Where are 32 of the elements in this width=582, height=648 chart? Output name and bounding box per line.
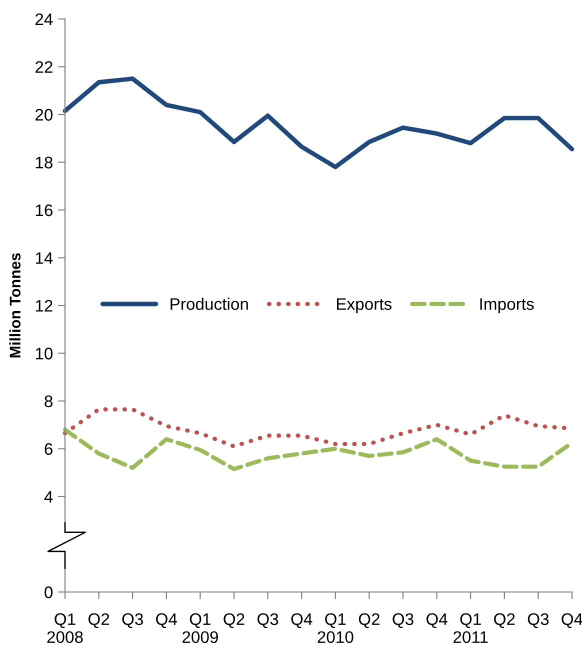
x-tick-label: Q1 2010 — [318, 613, 354, 644]
y-tick-label: 18 — [36, 156, 52, 168]
y-tick-label: 24 — [35, 13, 53, 26]
y-tick-label: 22 — [35, 61, 52, 73]
x-tick-label: Q3 — [122, 613, 143, 628]
x-tick-label: Q2 — [88, 613, 110, 628]
legend-label: Imports — [480, 298, 534, 314]
y-tick-label: 12 — [36, 300, 52, 312]
x-tick-label: Q1 2009 — [182, 613, 218, 644]
x-tick-label: Q3 — [528, 613, 549, 628]
x-tick-label: Q2 — [224, 613, 244, 628]
x-tick-label: Q1 2011 — [454, 613, 488, 644]
x-tick-label: Q4 — [426, 613, 448, 628]
y-tick-label: 14 — [36, 252, 53, 264]
y-tick-label: 10 — [36, 348, 53, 360]
y-tick-label: 16 — [36, 204, 52, 216]
legend-label: Production — [170, 298, 248, 310]
x-tick-label: Q4 — [291, 613, 312, 628]
x-tick-label: Q1 2008 — [47, 613, 83, 644]
x-tick-label: Q2 — [494, 613, 515, 628]
y-tick-label: 8 — [44, 395, 52, 408]
y-tick-label: 4 — [44, 491, 53, 503]
y-axis-title: Million Tonnes — [9, 253, 21, 358]
x-tick-label: Q3 — [257, 613, 278, 628]
x-tick-label: Q2 — [358, 613, 380, 628]
legend-label: Exports — [337, 298, 392, 314]
y-tick-label: 20 — [35, 108, 53, 121]
x-tick-label: Q3 — [392, 613, 414, 628]
y-tick-label: 6 — [44, 443, 52, 455]
y-tick-label: 0 — [44, 586, 53, 598]
x-tick-label: Q4 — [156, 613, 178, 628]
line-series — [62, 76, 574, 170]
